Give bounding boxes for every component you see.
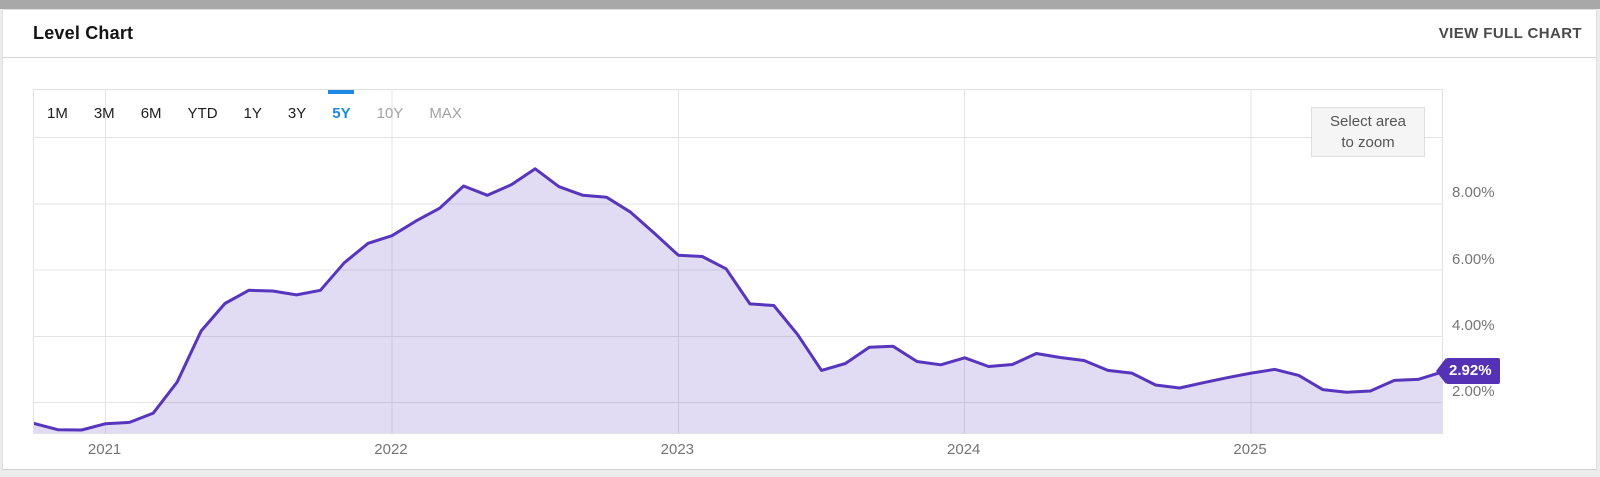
zoom-hint-line1: Select area <box>1330 113 1406 130</box>
x-axis-label: 2021 <box>87 441 122 458</box>
level-chart-svg <box>34 90 1442 433</box>
x-axis-label: 2024 <box>947 441 981 458</box>
time-range-selector: 1M 3M 6M YTD 1Y 3Y 5Y 10Y MAX <box>34 90 475 137</box>
view-full-chart-link[interactable]: VIEW FULL CHART <box>1438 25 1582 42</box>
time-range-5y[interactable]: 5Y <box>319 90 363 137</box>
y-axis-label: 4.00% <box>1452 316 1495 334</box>
chart-area-fill <box>34 168 1442 433</box>
level-chart-card: Level Chart VIEW FULL CHART 1M 3M 6M YTD 1Y 3… <box>2 9 1597 470</box>
y-axis-label: 8.00% <box>1452 184 1495 202</box>
time-range-max[interactable]: MAX <box>429 105 462 122</box>
plot-area[interactable]: 1M 3M 6M YTD 1Y 3Y 5Y 10Y MAX Select area to zoo… <box>33 89 1443 434</box>
x-axis-label: 2022 <box>374 441 408 458</box>
time-range-6m[interactable]: 6M <box>140 105 162 122</box>
zoom-hint: Select area to zoom <box>1311 107 1425 157</box>
badge-value: 2.92% <box>1446 358 1500 385</box>
time-range-1m[interactable]: 1M <box>47 105 68 122</box>
chart-section: 1M 3M 6M YTD 1Y 3Y 5Y 10Y MAX Select area to zoo… <box>3 59 1596 469</box>
time-range-3y[interactable]: 3Y <box>287 105 307 122</box>
time-range-ytd[interactable]: YTD <box>187 105 218 122</box>
y-axis-label: 6.00% <box>1452 250 1495 268</box>
time-range-10y[interactable]: 10Y <box>376 105 404 122</box>
x-axis-label: 2023 <box>660 441 695 458</box>
current-value-badge: 2.92% <box>1436 358 1500 385</box>
x-axis-label: 2025 <box>1233 441 1267 458</box>
window-top-strip <box>0 0 1600 9</box>
chart-line <box>34 167 1442 432</box>
page-title: Level Chart <box>33 23 134 43</box>
card-header: Level Chart VIEW FULL CHART <box>3 10 1596 58</box>
time-range-3m[interactable]: 3M <box>93 105 115 122</box>
time-range-1y[interactable]: 1Y <box>243 105 262 122</box>
y-axis-label: 2.00% <box>1452 383 1495 401</box>
zoom-hint-line2: to zoom <box>1341 134 1395 151</box>
badge-arrow-icon <box>1436 358 1446 385</box>
